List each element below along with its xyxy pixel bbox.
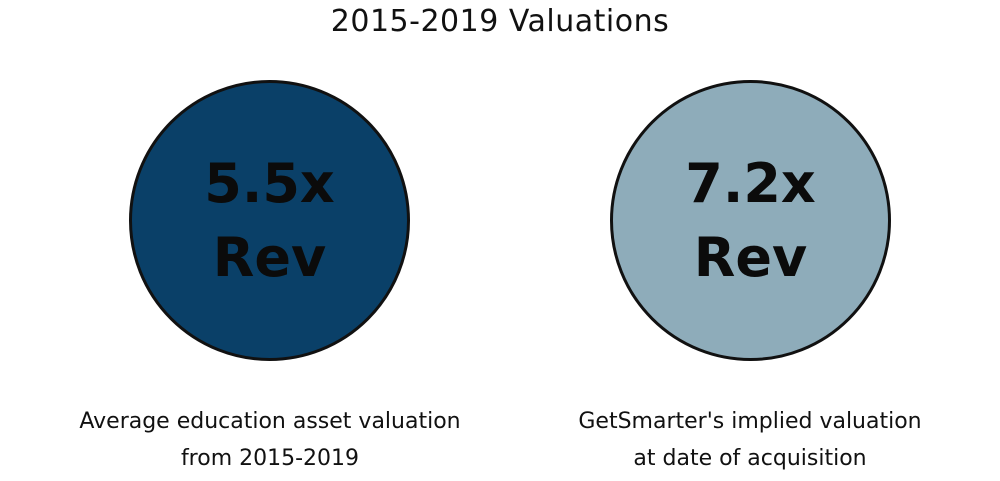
getsmarter-valuation-caption: GetSmarter's implied valuation at date o… bbox=[520, 403, 980, 477]
getsmarter-valuation-caption-line2: at date of acquisition bbox=[633, 446, 867, 471]
getsmarter-valuation-unit: Rev bbox=[693, 225, 808, 289]
average-valuation-caption: Average education asset valuation from 2… bbox=[40, 403, 500, 477]
getsmarter-valuation-circle: 7.2x Rev bbox=[610, 80, 891, 361]
average-valuation-caption-line1: Average education asset valuation bbox=[79, 409, 461, 434]
getsmarter-valuation-multiple: 7.2x bbox=[685, 151, 816, 215]
diagram-title: 2015-2019 Valuations bbox=[330, 4, 670, 39]
getsmarter-valuation-caption-line1: GetSmarter's implied valuation bbox=[578, 409, 922, 434]
average-valuation-unit: Rev bbox=[212, 225, 327, 289]
average-valuation-circle: 5.5x Rev bbox=[129, 80, 410, 361]
average-valuation-multiple: 5.5x bbox=[204, 151, 335, 215]
average-valuation-caption-line2: from 2015-2019 bbox=[180, 446, 360, 471]
